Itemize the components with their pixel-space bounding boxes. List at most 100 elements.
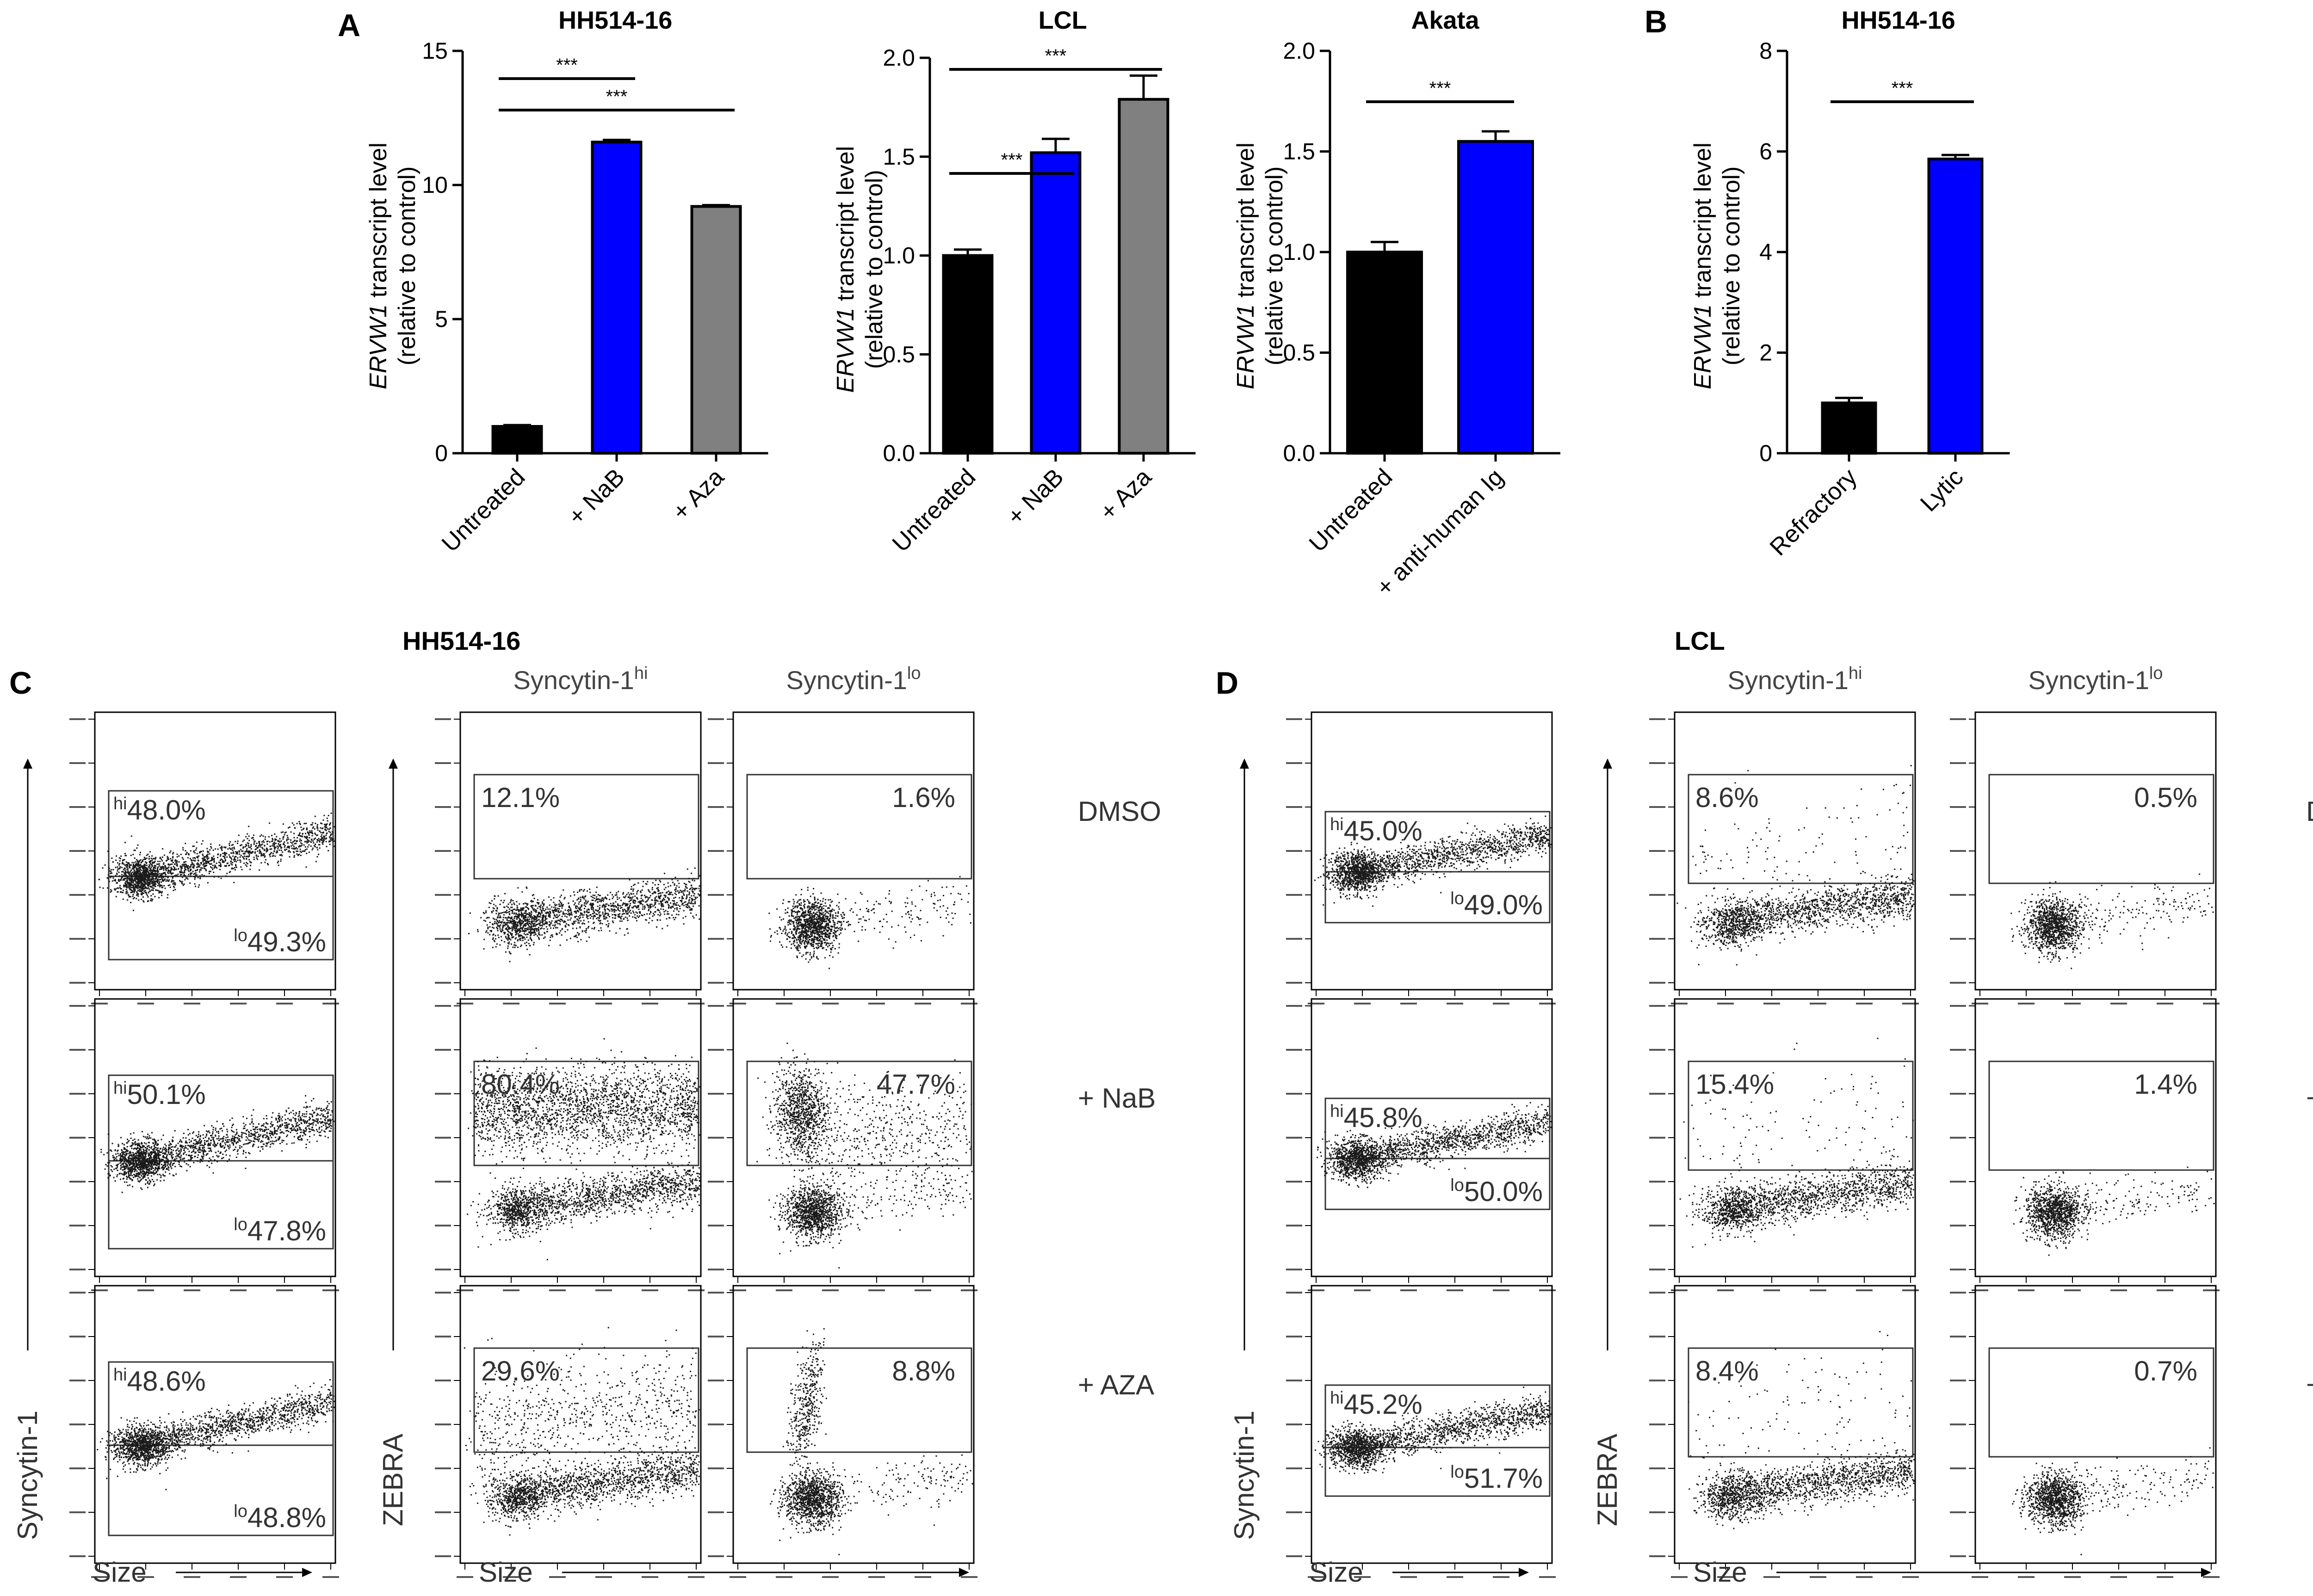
row-label: + AZA [2306,1369,2313,1400]
gate-lo [1324,1158,1551,1210]
zebra-gate [473,1347,699,1453]
bar [491,425,543,455]
gate-percentage: 47.7% [877,1069,955,1100]
y-axis-label-syncytin: Syncytin-1 [12,1411,43,1540]
column-header-base: Syncytin-1 [786,666,907,695]
zebra-gate [746,774,972,880]
panel-label-d: D [1216,666,1238,701]
y-axis-label-gene: ERVW1 [365,304,392,389]
zebra-gate [1688,1060,1914,1171]
significance-label: *** [1001,150,1023,170]
gate-label-superscript: hi [113,1078,127,1098]
significance-label: *** [556,55,578,75]
bar [1821,401,1877,455]
bar [1030,151,1082,455]
gate-label-superscript: lo [234,1215,247,1234]
plot-frame [1674,711,1916,991]
y-axis-arrowhead [1603,758,1612,769]
gate-label-superscript: lo [1450,889,1464,908]
gate-value: 50.0% [1464,1176,1543,1207]
gate-percentage: lo48.8% [234,1502,326,1533]
x-tick-label: Untreated [437,463,530,557]
column-header: Syncytin-1lo [786,664,921,695]
y-tick-label: 5 [435,306,448,332]
gate-percentage: lo47.8% [234,1215,326,1246]
x-axis-arrowhead [302,1568,312,1577]
significance-label: *** [1045,46,1067,66]
gate-value: 49.0% [1464,889,1543,920]
gate-percentage: 1.6% [892,782,955,813]
scatter-events [1679,1037,1914,1248]
gate-label-superscript: hi [1330,1388,1344,1408]
gate-percentage: hi45.2% [1330,1388,1422,1420]
scatter-events [97,1379,335,1491]
scatter-events [2010,873,2214,969]
gate-percentage: 80.4% [481,1069,560,1100]
scatter-events [1314,1386,1552,1474]
plot-frame [1974,711,2217,991]
gate-value: 48.0% [127,795,206,826]
scatter-events [1688,1331,1915,1529]
x-tick-label: Untreated [887,463,981,557]
chart-title: HH514-16 [558,6,672,34]
y-tick-label: 4 [1759,239,1772,265]
y-axis-label-zebra: ZEBRA [377,1434,408,1526]
scatter-events [1676,765,1915,966]
gate-value: 47.8% [247,1215,326,1246]
plot-frame [459,711,702,991]
bar-chart-a1: HH514-16 0 5 10 15 ERVW1 transcript level (rel… [365,6,768,557]
plot-frame [732,998,975,1277]
y-tick-label: 0.5 [883,341,915,367]
y-axis-arrowhead [389,758,398,769]
bar [1927,157,1984,455]
bar [1457,140,1534,455]
gate-label-superscript: lo [1450,1176,1464,1195]
gate-percentage: hi48.6% [113,1365,206,1397]
flow-title: HH514-16 [402,626,520,655]
y-tick-label: 0 [1759,440,1772,466]
gate-percentage: lo49.0% [1450,889,1543,920]
scatter-events [2012,1447,2214,1555]
gate-value: 45.0% [1344,815,1422,846]
plot-frame [1674,998,1916,1277]
gate-label-superscript: lo [234,926,247,945]
zebra-gate [746,1060,972,1166]
y-axis-label-gene: ERVW1 [832,308,859,393]
gate-percentage: 0.7% [2134,1356,2197,1386]
y-axis-label-rest: transcript level [365,142,392,304]
zebra-gate [1988,774,2214,884]
x-tick-label: Refractory [1765,463,1862,561]
bar [690,205,742,455]
column-header: Syncytin-1hi [1727,664,1862,695]
gate-percentage: 0.5% [2134,782,2197,813]
gate-value: 45.2% [1344,1389,1422,1420]
gate-value: 48.6% [127,1366,206,1397]
gate-percentage: lo51.7% [1450,1462,1543,1494]
panel-label-b: B [1645,4,1667,39]
bar-chart-a3: Akata 0.0 0.5 1.0 1.5 2.0 ERVW1 transcript lev… [1232,6,1560,601]
bar-chart-b: HH514-16 0 2 4 6 8 ERVW1 transcript level (rela… [1689,6,2010,561]
gate-value: 49.3% [247,926,326,957]
x-tick-label: Untreated [1304,463,1398,557]
gate-lo [1324,1447,1551,1497]
y-tick-label: 8 [1759,38,1772,64]
gate-label-superscript: hi [113,794,127,813]
gate-value: 48.8% [247,1502,326,1533]
gate-percentage: hi45.8% [1330,1102,1422,1133]
y-axis-arrowhead [23,758,32,769]
y-tick-label: 15 [422,38,448,64]
y-tick-label: 2.0 [883,45,915,71]
y-axis-arrowhead [1240,758,1249,769]
column-header-superscript: lo [2149,664,2163,683]
y-tick-label: 1.0 [883,243,915,269]
significance-label: *** [606,86,628,107]
bar [1118,98,1169,455]
scatter-events [100,1095,335,1193]
row-label: DMSO [2306,796,2313,827]
scatter-events [1317,1102,1552,1188]
x-axis-label: Size [479,1557,533,1588]
gate-label-superscript: lo [234,1502,247,1521]
y-axis-label-rest: transcript level [1689,142,1716,304]
gate-lo [108,1160,334,1250]
